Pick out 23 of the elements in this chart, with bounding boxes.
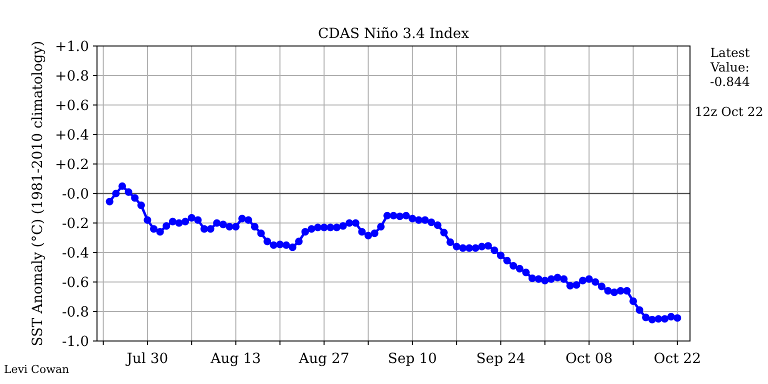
x-tick-label: Aug 13 xyxy=(210,351,261,367)
y-tick-label: -0.8 xyxy=(62,304,89,320)
y-tick-label: -0.0 xyxy=(62,186,89,202)
x-tick-label: Aug 27 xyxy=(298,351,350,367)
text: Levi Cowan xyxy=(4,363,70,376)
x-tick-label: Oct 08 xyxy=(565,351,613,367)
y-tick-label: +0.2 xyxy=(55,157,89,173)
y-tick-label: -0.4 xyxy=(62,246,90,262)
y-tick-label: +0.8 xyxy=(55,68,89,84)
text: Latest Value: -0.844 xyxy=(710,45,750,89)
x-tick-label: Oct 22 xyxy=(654,351,701,367)
y-axis-title: SST Anomaly (°C) (1981-2010 climatology) xyxy=(30,40,46,346)
x-tick-label: Sep 10 xyxy=(388,351,437,367)
y-tick-label: +1.0 xyxy=(55,39,89,55)
y-tick-label: -1.0 xyxy=(62,334,89,350)
y-tick-label: +0.6 xyxy=(55,98,90,114)
y-tick-label: -0.2 xyxy=(62,216,89,232)
x-tick-label: Jul 30 xyxy=(124,351,168,367)
x-tick-label: Sep 24 xyxy=(476,351,526,367)
y-tick-label: +0.4 xyxy=(55,128,90,144)
text: 12z Oct 22 xyxy=(694,104,764,119)
y-tick-label: -0.6 xyxy=(62,275,90,291)
chart-title: CDAS Niño 3.4 Index xyxy=(318,26,470,42)
